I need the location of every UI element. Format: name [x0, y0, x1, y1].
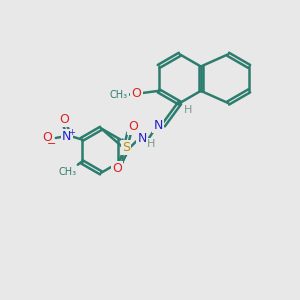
Text: O: O — [112, 162, 122, 175]
Text: H: H — [184, 106, 192, 116]
Text: O: O — [59, 113, 69, 126]
Text: O: O — [131, 87, 141, 100]
Text: −: − — [46, 139, 56, 149]
Text: O: O — [128, 120, 138, 133]
Text: N: N — [153, 119, 163, 132]
Text: S: S — [122, 141, 130, 154]
Text: N: N — [137, 132, 147, 145]
Text: +: + — [68, 128, 75, 136]
Text: N: N — [62, 130, 71, 143]
Text: O: O — [43, 131, 52, 145]
Text: CH₃: CH₃ — [58, 167, 77, 177]
Text: H: H — [147, 139, 156, 149]
Text: CH₃: CH₃ — [110, 90, 128, 100]
